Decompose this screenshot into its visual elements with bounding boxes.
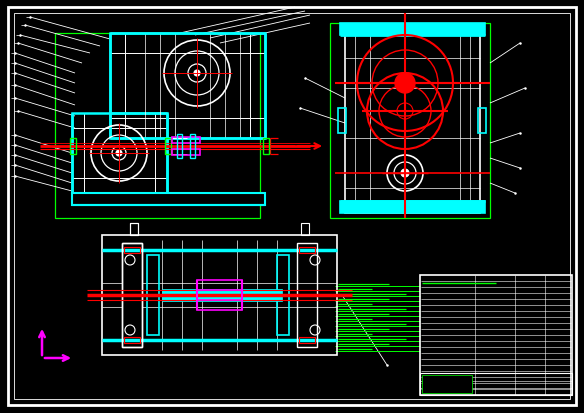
Bar [197,300,242,310]
Bar [340,24,485,36]
Bar [55,34,260,218]
Bar [72,194,265,206]
Bar [420,275,572,395]
Bar [422,375,472,393]
Bar [345,29,480,214]
Bar [297,243,317,347]
Bar [102,235,337,355]
Circle shape [401,170,409,178]
Bar [330,24,490,218]
Bar [72,114,167,194]
Circle shape [116,151,122,157]
Bar [177,135,182,159]
Circle shape [194,71,200,77]
Bar [130,223,138,235]
Bar [70,139,76,154]
Bar [299,337,315,343]
Bar [124,337,140,343]
Bar [172,138,200,144]
Bar [162,289,282,301]
Bar [478,109,486,134]
Bar [147,255,159,335]
Bar [340,202,485,214]
Bar [420,373,572,395]
Bar [122,243,142,347]
Bar [277,255,289,335]
Bar [124,247,140,254]
Bar [172,150,200,156]
Bar [122,243,142,347]
Bar [130,223,138,235]
Bar [197,280,242,290]
Bar [110,34,265,139]
Bar [165,139,171,154]
Bar [263,139,269,154]
Bar [190,135,195,159]
Bar [122,243,142,347]
Bar [299,247,315,254]
Bar [338,109,346,134]
Bar [301,223,309,235]
Circle shape [395,74,415,94]
